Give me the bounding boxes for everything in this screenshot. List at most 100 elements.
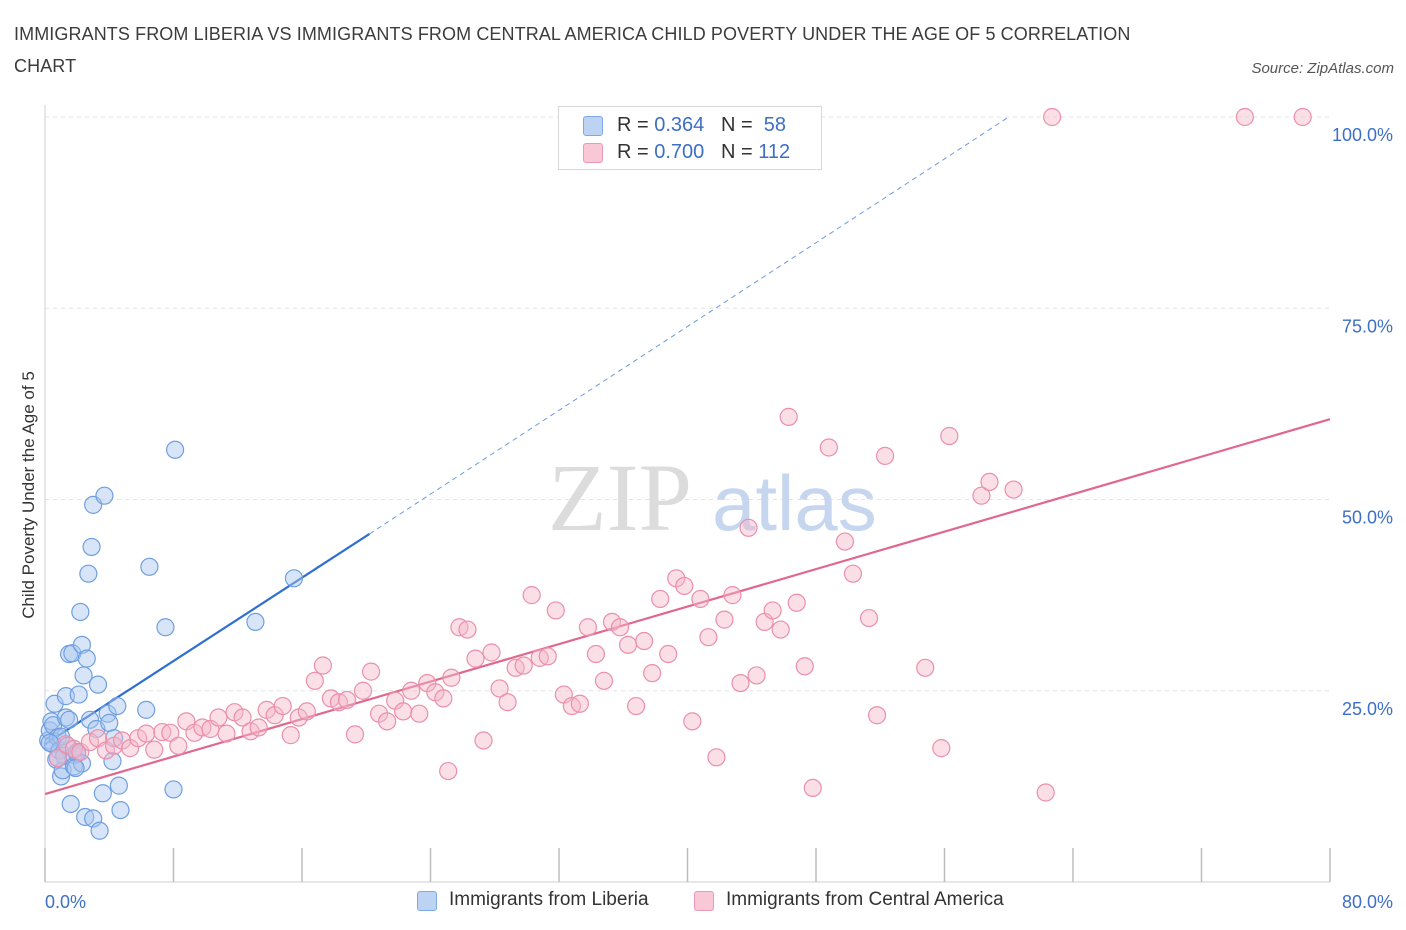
point-central-america-93 <box>795 657 814 676</box>
y-tick-label-2: 75.0% <box>1342 316 1393 336</box>
point-central-america-37 <box>345 725 365 744</box>
chart-title: IMMIGRANTS FROM LIBERIA VS IMMIGRANTS FR… <box>14 24 1131 76</box>
point-liberia-32 <box>82 537 101 557</box>
point-liberia-17 <box>59 710 79 729</box>
point-central-america-90 <box>771 620 790 639</box>
bottom-legend-swatch-liberia <box>417 891 437 911</box>
point-central-america-62 <box>546 601 565 620</box>
point-central-america-73 <box>635 631 654 651</box>
point-central-america-87 <box>747 666 766 685</box>
point-liberia-13 <box>56 708 75 727</box>
point-central-america-82 <box>707 748 726 767</box>
point-central-america-31 <box>297 702 316 721</box>
point-liberia-25 <box>71 602 90 622</box>
bottom-legend-label-central-america: Immigrants from Central America <box>726 889 1004 910</box>
point-liberia-42 <box>103 752 122 771</box>
point-liberia-36 <box>88 675 108 694</box>
x-tick-label-0: 0.0% <box>45 892 86 912</box>
trend-line-liberia <box>44 533 371 746</box>
point-central-america-99 <box>867 706 887 725</box>
point-central-america-59 <box>522 586 541 605</box>
point-liberia-47 <box>79 564 98 583</box>
point-central-america-25 <box>249 718 268 737</box>
point-central-america-29 <box>281 726 300 745</box>
point-central-america-67 <box>586 644 606 664</box>
point-central-america-0 <box>48 748 67 768</box>
point-liberia-40 <box>98 704 117 723</box>
point-liberia-50 <box>156 618 175 637</box>
point-liberia-31 <box>80 710 100 729</box>
point-central-america-61 <box>538 647 557 666</box>
point-central-america-105 <box>980 472 999 492</box>
data-points <box>39 107 1312 840</box>
point-central-america-85 <box>731 673 750 693</box>
point-central-america-58 <box>514 656 533 675</box>
point-central-america-55 <box>490 679 509 698</box>
point-liberia-24 <box>69 685 88 704</box>
point-central-america-100 <box>875 446 895 465</box>
point-central-america-39 <box>361 662 381 681</box>
point-central-america-101 <box>916 658 935 677</box>
source-label: Source: ZipAtlas.com <box>1251 60 1394 77</box>
trend-line-extension-liberia <box>369 116 1010 535</box>
point-central-america-111 <box>439 761 458 781</box>
point-central-america-86 <box>739 518 758 537</box>
point-central-america-33 <box>313 656 332 675</box>
point-central-america-79 <box>683 712 702 731</box>
point-central-america-109 <box>1235 107 1254 127</box>
point-central-america-11 <box>137 724 156 743</box>
point-liberia-49 <box>140 557 159 576</box>
point-central-america-53 <box>474 731 493 750</box>
point-central-america-91 <box>779 407 798 426</box>
y-axis-label: Child Poverty Under the Age of 5 <box>19 371 38 619</box>
y-tick-label-3: 100.0% <box>1332 125 1393 145</box>
point-liberia-54 <box>284 569 304 588</box>
point-central-america-74 <box>643 664 662 683</box>
point-liberia-37 <box>90 821 109 840</box>
legend-swatch-central-america <box>583 143 603 163</box>
tick-labels: 25.0% 50.0% 75.0% 100.0% 0.0% 80.0% <box>45 125 1393 912</box>
point-central-america-80 <box>691 589 710 609</box>
point-central-america-108 <box>1043 107 1062 127</box>
watermark-zip: ZIP <box>548 444 692 551</box>
legend-r-liberia: 0.364 <box>654 114 705 136</box>
point-liberia-48 <box>137 700 156 719</box>
point-central-america-107 <box>1036 783 1055 802</box>
point-central-america-84 <box>723 586 742 605</box>
point-central-america-70 <box>610 618 630 637</box>
point-central-america-83 <box>715 610 734 629</box>
point-central-america-48 <box>434 689 453 708</box>
point-liberia-53 <box>246 612 265 632</box>
point-central-america-3 <box>71 742 90 762</box>
y-tick-label-0: 25.0% <box>1342 699 1393 719</box>
point-liberia-45 <box>109 776 128 795</box>
point-central-america-32 <box>305 671 324 690</box>
point-central-america-21 <box>217 724 236 743</box>
point-central-america-106 <box>1004 480 1023 499</box>
legend-box: R = 0.364 N = 58 R = 0.700 N = 112 <box>558 106 822 170</box>
point-central-america-103 <box>940 426 959 446</box>
point-central-america-44 <box>402 681 421 700</box>
point-central-america-28 <box>273 696 292 716</box>
point-central-america-52 <box>466 649 485 668</box>
point-central-america-97 <box>843 564 863 583</box>
point-central-america-68 <box>594 671 614 690</box>
point-central-america-41 <box>378 712 397 731</box>
point-central-america-38 <box>353 681 373 700</box>
point-central-america-45 <box>410 704 429 723</box>
point-central-america-102 <box>932 739 951 758</box>
point-central-america-76 <box>659 644 678 664</box>
point-liberia-39 <box>95 486 114 505</box>
point-liberia-30 <box>77 649 96 668</box>
point-central-america-92 <box>787 593 806 612</box>
axes <box>44 105 1331 883</box>
x-tick-label-1: 80.0% <box>1342 892 1393 912</box>
legend-r-central-america: 0.700 <box>654 141 705 163</box>
point-central-america-15 <box>169 736 188 755</box>
point-central-america-78 <box>675 576 694 596</box>
point-central-america-56 <box>498 693 517 712</box>
bottom-legend-label-liberia: Immigrants from Liberia <box>449 889 649 910</box>
point-central-america-51 <box>458 620 477 639</box>
point-central-america-98 <box>859 608 879 628</box>
